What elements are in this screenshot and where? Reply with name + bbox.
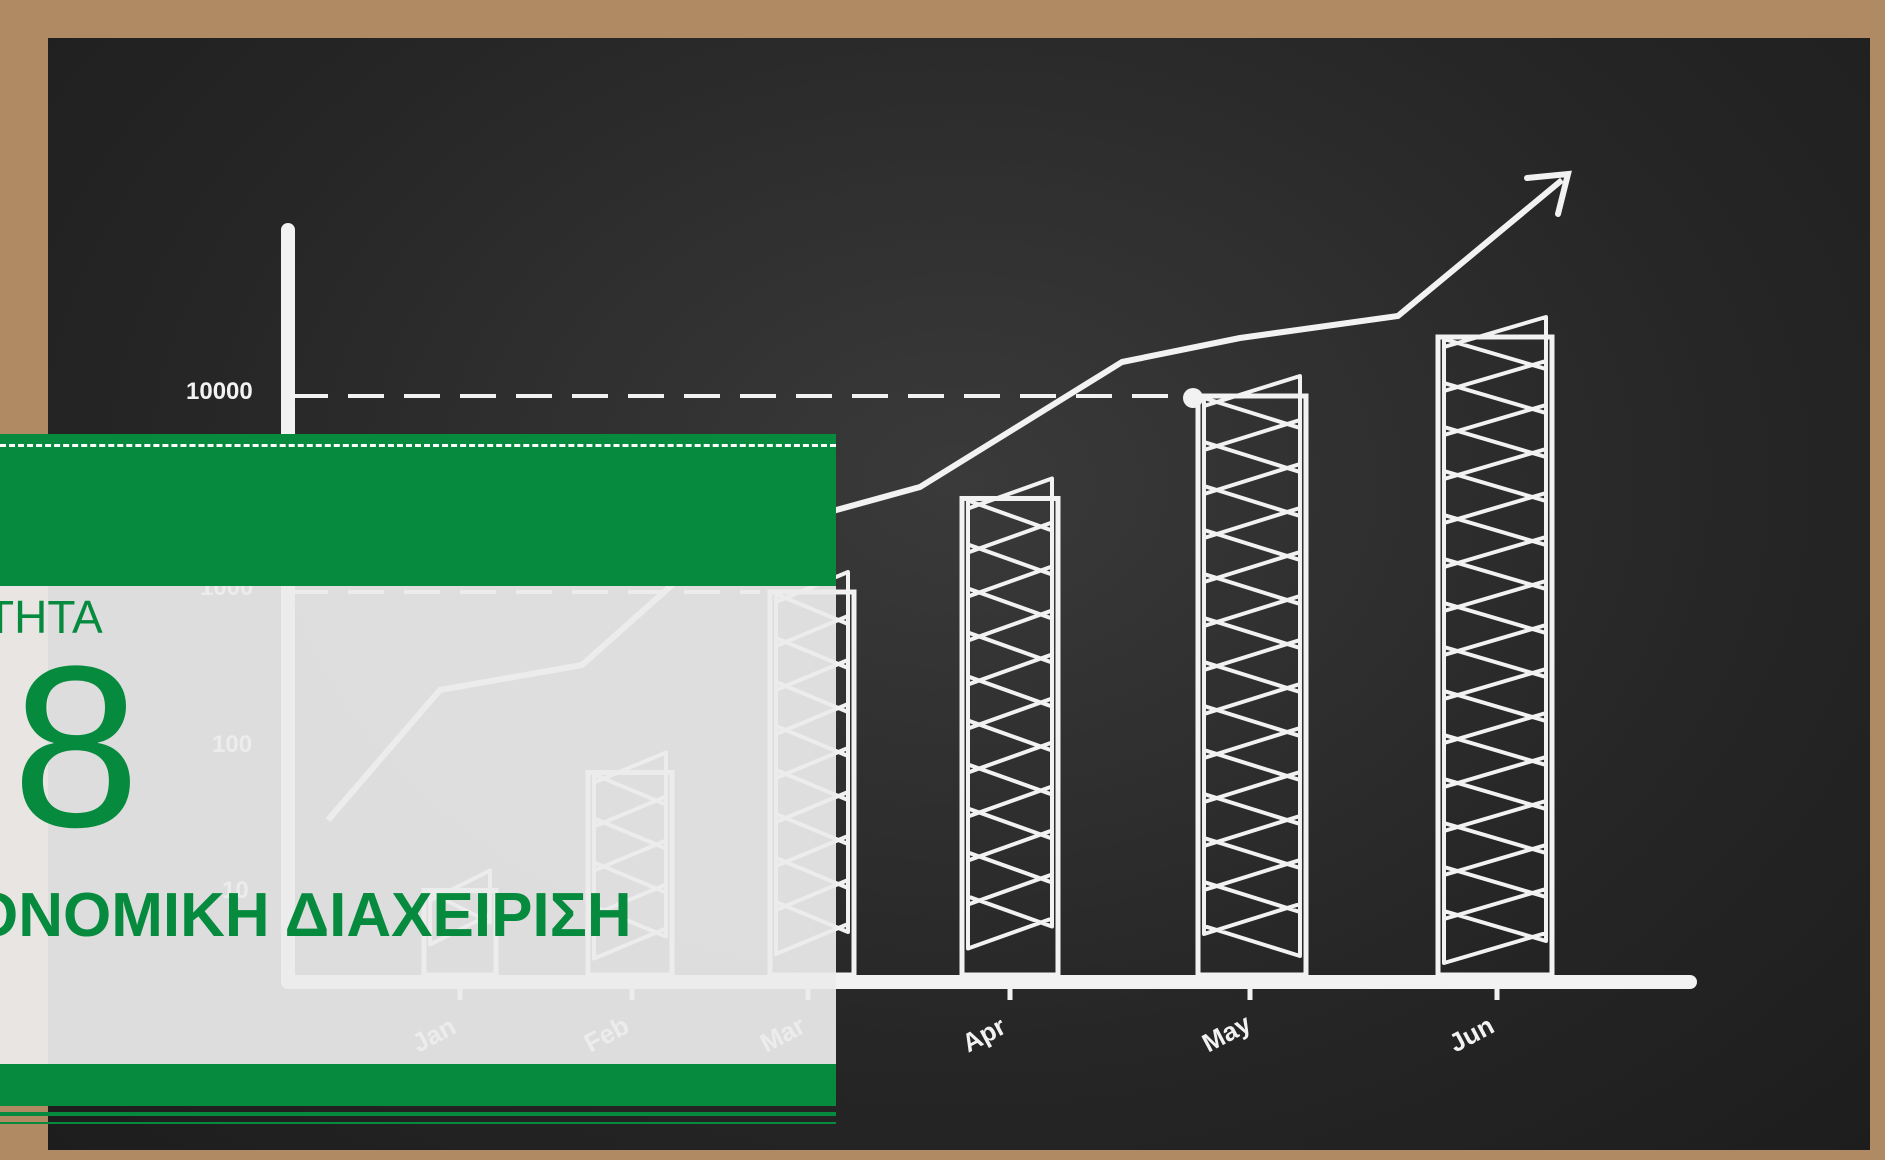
header-band	[0, 434, 836, 586]
title-panel	[0, 586, 836, 1064]
unit-word: ΤΗΤΑ	[0, 591, 103, 643]
header-dashed-line	[0, 444, 836, 447]
bar-jun	[1435, 334, 1555, 978]
footer-line	[0, 1112, 836, 1116]
footer-line-thin	[0, 1122, 836, 1124]
bar-may	[1195, 393, 1309, 978]
x-label-jun: Jun	[1444, 1010, 1499, 1058]
trend-arrowhead	[1524, 170, 1572, 217]
bar-scribble-may	[1202, 374, 1302, 958]
footer-band	[0, 1064, 836, 1106]
bar-scribble-jun	[1442, 314, 1548, 965]
bar-scribble-apr	[966, 476, 1054, 951]
unit-number: 8	[12, 618, 140, 875]
x-label-may: May	[1197, 1008, 1256, 1058]
y-label-10000: 10000	[186, 378, 253, 405]
course-title: ΟΝΟΜΙΚΗ ΔΙΑΧΕΙΡΙΣΗ	[0, 881, 632, 950]
bar-apr	[959, 495, 1061, 978]
x-label-apr: Apr	[957, 1011, 1011, 1059]
